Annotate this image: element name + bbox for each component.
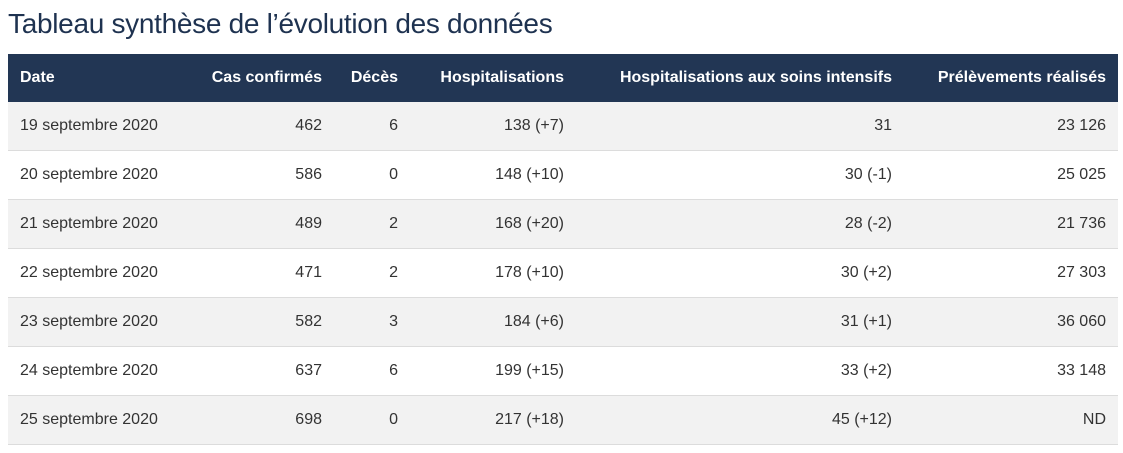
- cell-cas-confirmes: 462: [193, 102, 334, 151]
- cell-hospitalisations: 217 (+18): [410, 395, 576, 445]
- cell-soins-intensifs: 31: [576, 102, 904, 151]
- page-title: Tableau synthèse de l’évolution des donn…: [8, 8, 553, 39]
- cell-cas-confirmes: 489: [193, 199, 334, 249]
- cell-date: 22 septembre 2020: [8, 248, 193, 298]
- cell-deces: 2: [334, 248, 410, 298]
- cell-soins-intensifs: 45 (+12): [576, 395, 904, 445]
- table-row: 20 septembre 2020 586 0 148 (+10) 30 (-1…: [8, 150, 1118, 200]
- cell-cas-confirmes: 582: [193, 297, 334, 347]
- cell-cas-confirmes: 637: [193, 346, 334, 396]
- cell-prelevements: 21 736: [904, 199, 1118, 249]
- table-body: 19 septembre 2020 462 6 138 (+7) 31 23 1…: [8, 102, 1118, 445]
- column-header-deces: Décès: [334, 54, 410, 102]
- cell-deces: 0: [334, 150, 410, 200]
- header-row: Date Cas confirmés Décès Hospitalisation…: [8, 54, 1118, 102]
- table-row: 22 septembre 2020 471 2 178 (+10) 30 (+2…: [8, 248, 1118, 298]
- column-header-hospitalisations: Hospitalisations: [410, 54, 576, 102]
- table-row: 24 septembre 2020 637 6 199 (+15) 33 (+2…: [8, 346, 1118, 396]
- cell-cas-confirmes: 586: [193, 150, 334, 200]
- cell-date: 25 septembre 2020: [8, 395, 193, 445]
- cell-soins-intensifs: 28 (-2): [576, 199, 904, 249]
- cell-prelevements: 27 303: [904, 248, 1118, 298]
- cell-deces: 6: [334, 346, 410, 396]
- table-row: 19 septembre 2020 462 6 138 (+7) 31 23 1…: [8, 102, 1118, 151]
- table-row: 21 septembre 2020 489 2 168 (+20) 28 (-2…: [8, 199, 1118, 249]
- cell-hospitalisations: 168 (+20): [410, 199, 576, 249]
- cell-deces: 2: [334, 199, 410, 249]
- table-header: Date Cas confirmés Décès Hospitalisation…: [8, 54, 1118, 102]
- cell-hospitalisations: 199 (+15): [410, 346, 576, 396]
- cell-prelevements: 33 148: [904, 346, 1118, 396]
- cell-date: 20 septembre 2020: [8, 150, 193, 200]
- column-header-soins-intensifs: Hospitalisations aux soins intensifs: [576, 54, 904, 102]
- cell-cas-confirmes: 471: [193, 248, 334, 298]
- cell-hospitalisations: 138 (+7): [410, 102, 576, 151]
- cell-prelevements: ND: [904, 395, 1118, 445]
- cell-prelevements: 25 025: [904, 150, 1118, 200]
- data-table: Date Cas confirmés Décès Hospitalisation…: [8, 54, 1118, 445]
- cell-date: 24 septembre 2020: [8, 346, 193, 396]
- cell-prelevements: 23 126: [904, 102, 1118, 151]
- column-header-cas-confirmes: Cas confirmés: [193, 54, 334, 102]
- column-header-prelevements: Prélèvements réalisés: [904, 54, 1118, 102]
- cell-hospitalisations: 148 (+10): [410, 150, 576, 200]
- cell-cas-confirmes: 698: [193, 395, 334, 445]
- cell-soins-intensifs: 31 (+1): [576, 297, 904, 347]
- cell-deces: 6: [334, 102, 410, 151]
- cell-date: 23 septembre 2020: [8, 297, 193, 347]
- cell-deces: 3: [334, 297, 410, 347]
- cell-soins-intensifs: 33 (+2): [576, 346, 904, 396]
- cell-soins-intensifs: 30 (-1): [576, 150, 904, 200]
- table-row: 23 septembre 2020 582 3 184 (+6) 31 (+1)…: [8, 297, 1118, 347]
- cell-hospitalisations: 178 (+10): [410, 248, 576, 298]
- cell-prelevements: 36 060: [904, 297, 1118, 347]
- cell-date: 19 septembre 2020: [8, 102, 193, 151]
- table-row: 25 septembre 2020 698 0 217 (+18) 45 (+1…: [8, 395, 1118, 445]
- cell-deces: 0: [334, 395, 410, 445]
- cell-hospitalisations: 184 (+6): [410, 297, 576, 347]
- column-header-date: Date: [8, 54, 193, 102]
- cell-soins-intensifs: 30 (+2): [576, 248, 904, 298]
- cell-date: 21 septembre 2020: [8, 199, 193, 249]
